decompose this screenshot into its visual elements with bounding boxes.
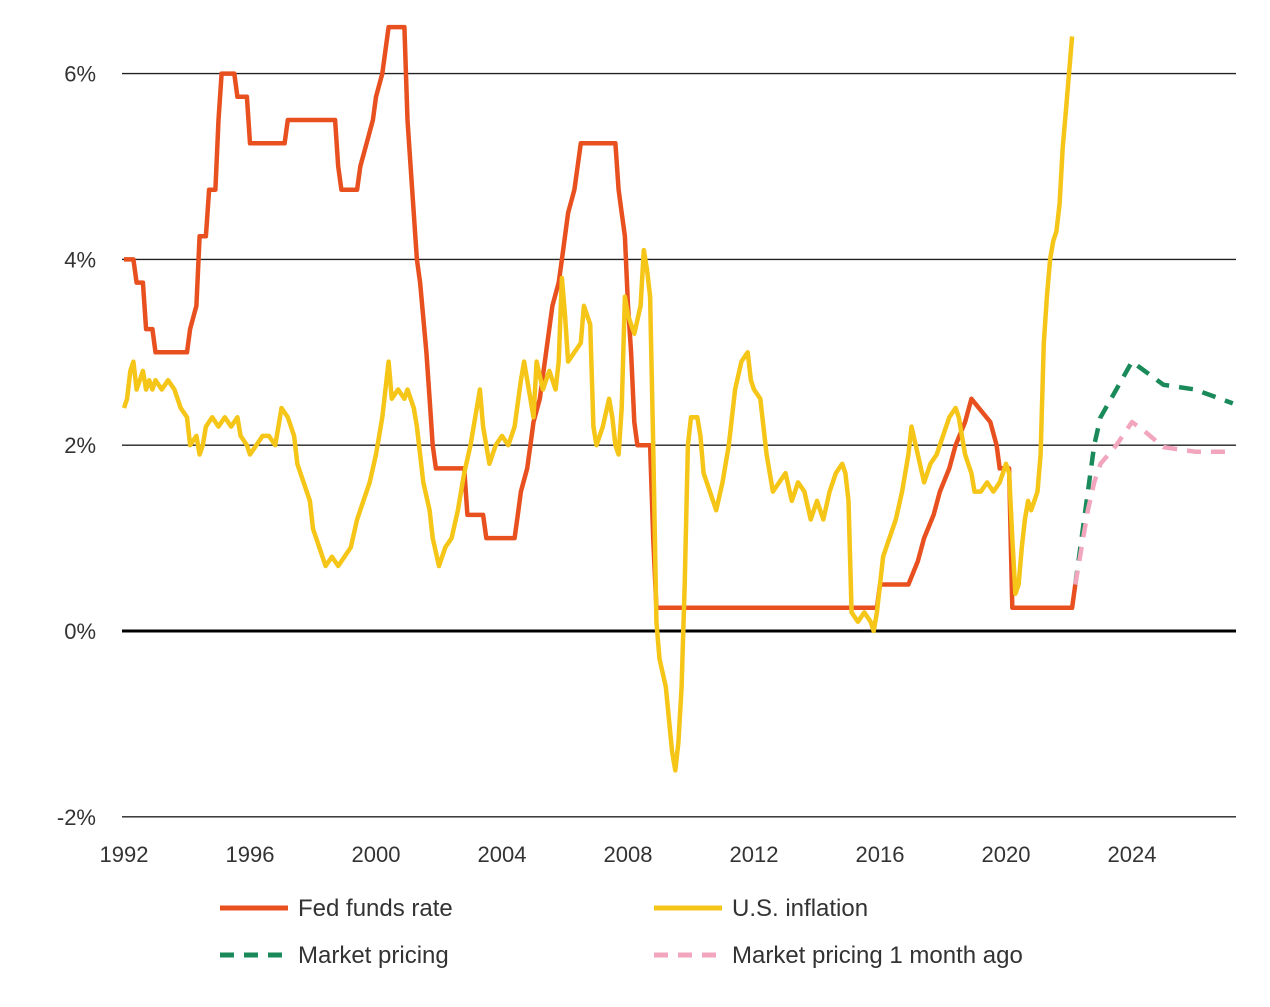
series-line-u-s-inflation bbox=[121, 36, 1075, 773]
legend-label-market-pricing-1-month-ago: Market pricing 1 month ago bbox=[732, 942, 1023, 969]
y-tick-label: 0% bbox=[64, 619, 96, 644]
legend-label-market-pricing: Market pricing bbox=[298, 942, 449, 969]
y-tick-label: 6% bbox=[64, 62, 96, 87]
y-axis-tick-labels: -2% 0% 2% 4% 6% bbox=[57, 62, 96, 830]
legend-label-fed-funds-rate: Fed funds rate bbox=[298, 895, 453, 922]
x-tick-label: 2016 bbox=[856, 842, 905, 867]
x-axis-tick-labels: 1992 1996 2000 2004 2008 2012 2016 2020 2024 bbox=[100, 842, 1157, 867]
x-tick-label: 1992 bbox=[100, 842, 149, 867]
x-tick-label: 2000 bbox=[352, 842, 401, 867]
x-tick-label: 2012 bbox=[730, 842, 779, 867]
x-tick-label: 2004 bbox=[478, 842, 527, 867]
series-line-fed-funds-rate bbox=[124, 24, 1078, 611]
legend-item-fed-funds-rate: Fed funds rate bbox=[220, 895, 453, 922]
y-tick-label: 2% bbox=[64, 433, 96, 458]
y-tick-label: -2% bbox=[57, 805, 96, 830]
data-series bbox=[121, 24, 1234, 773]
y-tick-label: 4% bbox=[64, 247, 96, 272]
legend: Fed funds rate U.S. inflation Market pri… bbox=[220, 895, 1023, 969]
legend-item-us-inflation: U.S. inflation bbox=[654, 895, 868, 922]
x-tick-label: 2020 bbox=[982, 842, 1031, 867]
series-line-market-pricing-1-month-ago bbox=[1073, 419, 1233, 585]
x-tick-label: 2008 bbox=[604, 842, 653, 867]
legend-item-market-pricing-1-month-ago: Market pricing 1 month ago bbox=[654, 942, 1023, 969]
x-tick-label: 2024 bbox=[1108, 842, 1157, 867]
x-tick-label: 1996 bbox=[226, 842, 275, 867]
legend-item-market-pricing: Market pricing bbox=[220, 942, 449, 969]
legend-label-us-inflation: U.S. inflation bbox=[732, 895, 868, 922]
series-line-market-pricing bbox=[1073, 359, 1234, 585]
